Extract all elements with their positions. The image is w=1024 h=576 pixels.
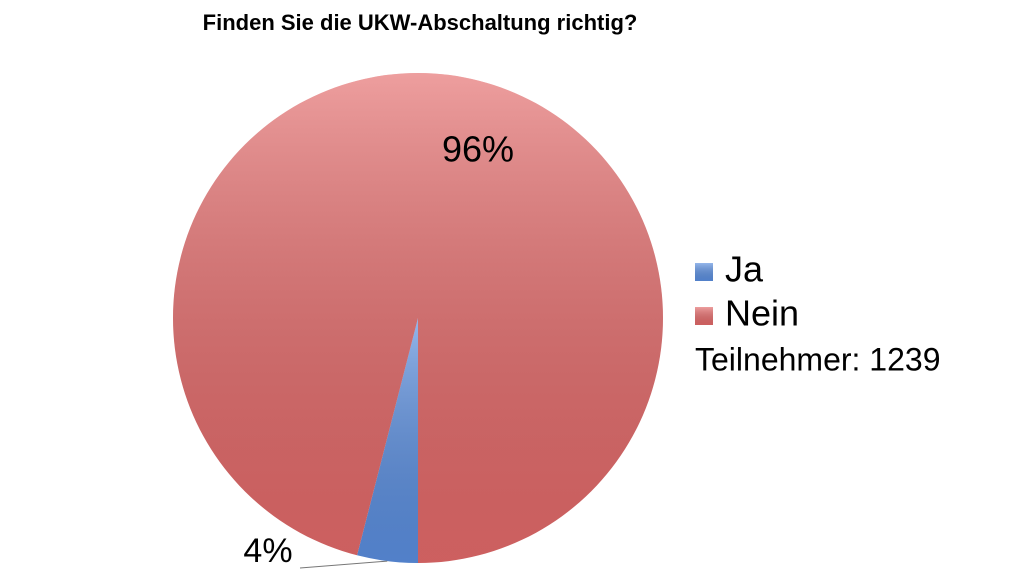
data-label: 4%: [243, 532, 292, 570]
data-label: 96%: [442, 129, 514, 170]
slice-shade: [173, 72, 664, 564]
legend-label: Ja: [725, 249, 764, 290]
slice-shade: [357, 318, 418, 563]
chart-title: Finden Sie die UKW-Abschaltung richtig?: [203, 10, 638, 35]
legend-swatch-shade: [695, 263, 713, 281]
annotation: Teilnehmer: 1239: [695, 341, 940, 377]
leader-line: [299, 560, 388, 569]
legend-swatch-shade: [695, 307, 713, 325]
legend-label: Nein: [725, 293, 799, 334]
